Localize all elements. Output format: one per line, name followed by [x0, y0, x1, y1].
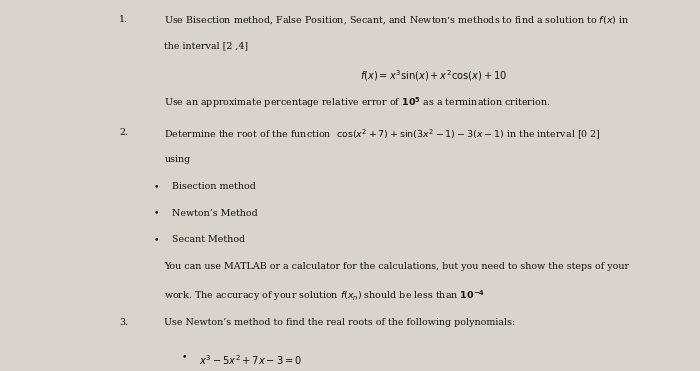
Text: the interval [2 ,4]: the interval [2 ,4]: [164, 42, 248, 50]
Text: Determine the root of the function  $\cos(x^2+7) + \sin(3x^2-1) - 3(x-1)$ in the: Determine the root of the function $\cos…: [164, 128, 601, 142]
Text: $f(x) = x^3 \sin(x) + x^2 \cos(x) + 10$: $f(x) = x^3 \sin(x) + x^2 \cos(x) + 10$: [360, 68, 508, 83]
Text: •: •: [154, 182, 160, 191]
Text: using: using: [164, 155, 190, 164]
Text: Bisection method: Bisection method: [172, 182, 256, 191]
Text: 1.: 1.: [119, 15, 128, 24]
Text: Use an approximate percentage relative error of $\mathbf{10^5}$ as a termination: Use an approximate percentage relative e…: [164, 95, 551, 109]
Text: 3.: 3.: [119, 318, 128, 327]
Text: Secant Method: Secant Method: [172, 235, 244, 244]
Text: work. The accuracy of your solution $f(x_n)$ should be less than $\mathbf{10^{-4: work. The accuracy of your solution $f(x…: [164, 289, 486, 303]
Text: •: •: [154, 209, 160, 217]
Text: •: •: [154, 235, 160, 244]
Text: Newton’s Method: Newton’s Method: [172, 209, 258, 217]
Text: •: •: [182, 353, 188, 362]
Text: Use Newton’s method to find the real roots of the following polynomials:: Use Newton’s method to find the real roo…: [164, 318, 516, 327]
Text: 2.: 2.: [119, 128, 128, 137]
Text: You can use MATLAB or a calculator for the calculations, but you need to show th: You can use MATLAB or a calculator for t…: [164, 262, 629, 271]
Text: $x^3 - 5x^2 + 7x - 3 = 0$: $x^3 - 5x^2 + 7x - 3 = 0$: [199, 353, 302, 367]
Text: Use Bisection method, False Position, Secant, and Newton’s methods to find a sol: Use Bisection method, False Position, Se…: [164, 15, 630, 26]
